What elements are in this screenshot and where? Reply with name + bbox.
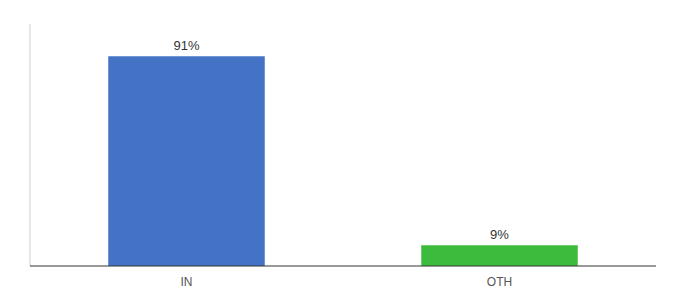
bars <box>108 56 578 266</box>
chart-container: 91% 9% IN OTH <box>0 0 680 300</box>
bar <box>421 245 578 266</box>
x-tick-label: IN <box>181 275 193 289</box>
bar <box>108 56 265 266</box>
data-label: 91% <box>173 38 199 53</box>
y-axis-line <box>30 24 31 266</box>
x-tick-label: OTH <box>487 275 512 289</box>
data-label: 9% <box>490 227 509 242</box>
x-axis-line <box>30 266 656 267</box>
chart-svg: 91% 9% IN OTH <box>0 0 680 300</box>
